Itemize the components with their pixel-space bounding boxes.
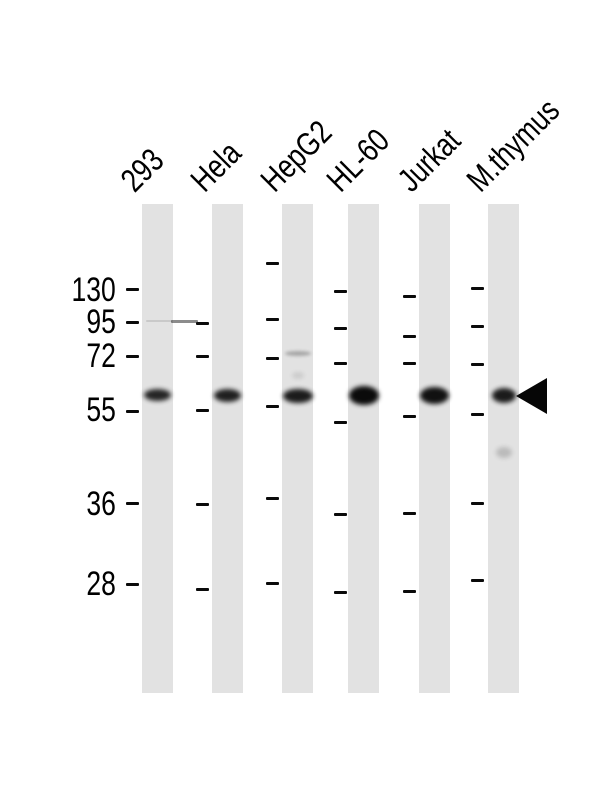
mw-tick <box>266 404 279 408</box>
mw-label-36: 36 <box>86 485 116 523</box>
mw-tick <box>471 501 484 505</box>
mw-tick <box>334 512 347 516</box>
mw-tick <box>126 501 139 505</box>
faint-band-HepG2 <box>291 371 304 379</box>
band-Jurkat <box>420 386 449 404</box>
mw-tick <box>403 414 416 418</box>
mw-tick <box>266 317 279 321</box>
blot-smudge-artifact <box>146 320 172 322</box>
blot-smudge-artifact <box>171 320 198 323</box>
mw-label-130: 130 <box>71 271 116 309</box>
mw-tick <box>403 334 416 338</box>
faint-band-HepG2 <box>284 350 311 356</box>
mw-tick <box>471 362 484 366</box>
faint-band-M.thymus <box>495 446 512 458</box>
mw-tick <box>266 356 279 360</box>
mw-label-28: 28 <box>86 565 116 603</box>
mw-tick <box>334 289 347 293</box>
mw-tick <box>471 578 484 582</box>
mw-tick <box>471 412 484 416</box>
mw-tick <box>403 589 416 593</box>
mw-tick <box>196 408 209 412</box>
mw-tick <box>471 324 484 328</box>
band-M.thymus <box>491 387 516 403</box>
mw-tick <box>126 320 139 324</box>
band-arrowhead-icon <box>516 378 547 414</box>
mw-tick <box>334 590 347 594</box>
band-HL-60 <box>348 385 379 405</box>
mw-tick <box>403 294 416 298</box>
lane-label-M.thymus: M.thymus <box>459 91 567 199</box>
mw-tick <box>196 321 209 325</box>
mw-tick <box>334 420 347 424</box>
mw-label-55: 55 <box>86 391 116 429</box>
mw-tick <box>266 496 279 500</box>
lane-strip-Jurkat <box>419 204 450 693</box>
mw-tick <box>126 582 139 586</box>
lane-strip-HL-60 <box>348 204 379 693</box>
band-HepG2 <box>282 389 313 403</box>
mw-tick <box>196 354 209 358</box>
mw-tick <box>266 581 279 585</box>
lane-strip-293 <box>142 204 173 693</box>
mw-tick <box>403 511 416 515</box>
mw-tick <box>126 354 139 358</box>
mw-label-95: 95 <box>86 303 116 341</box>
mw-label-72: 72 <box>86 337 116 375</box>
mw-tick <box>196 587 209 591</box>
mw-tick <box>196 502 209 506</box>
band-293 <box>144 389 171 401</box>
mw-tick <box>126 287 139 291</box>
mw-tick <box>334 326 347 330</box>
lane-label-293: 293 <box>113 141 171 199</box>
mw-tick <box>403 361 416 365</box>
lane-strip-M.thymus <box>488 204 519 693</box>
band-Hela <box>214 388 241 402</box>
mw-tick <box>334 361 347 365</box>
lane-strip-Hela <box>212 204 243 693</box>
lane-label-Jurkat: Jurkat <box>390 121 468 199</box>
lane-label-HepG2: HepG2 <box>253 113 339 199</box>
mw-tick <box>126 409 139 413</box>
mw-tick <box>266 261 279 265</box>
lane-strip-HepG2 <box>282 204 313 693</box>
lane-label-Hela: Hela <box>183 133 248 199</box>
mw-tick <box>471 286 484 290</box>
